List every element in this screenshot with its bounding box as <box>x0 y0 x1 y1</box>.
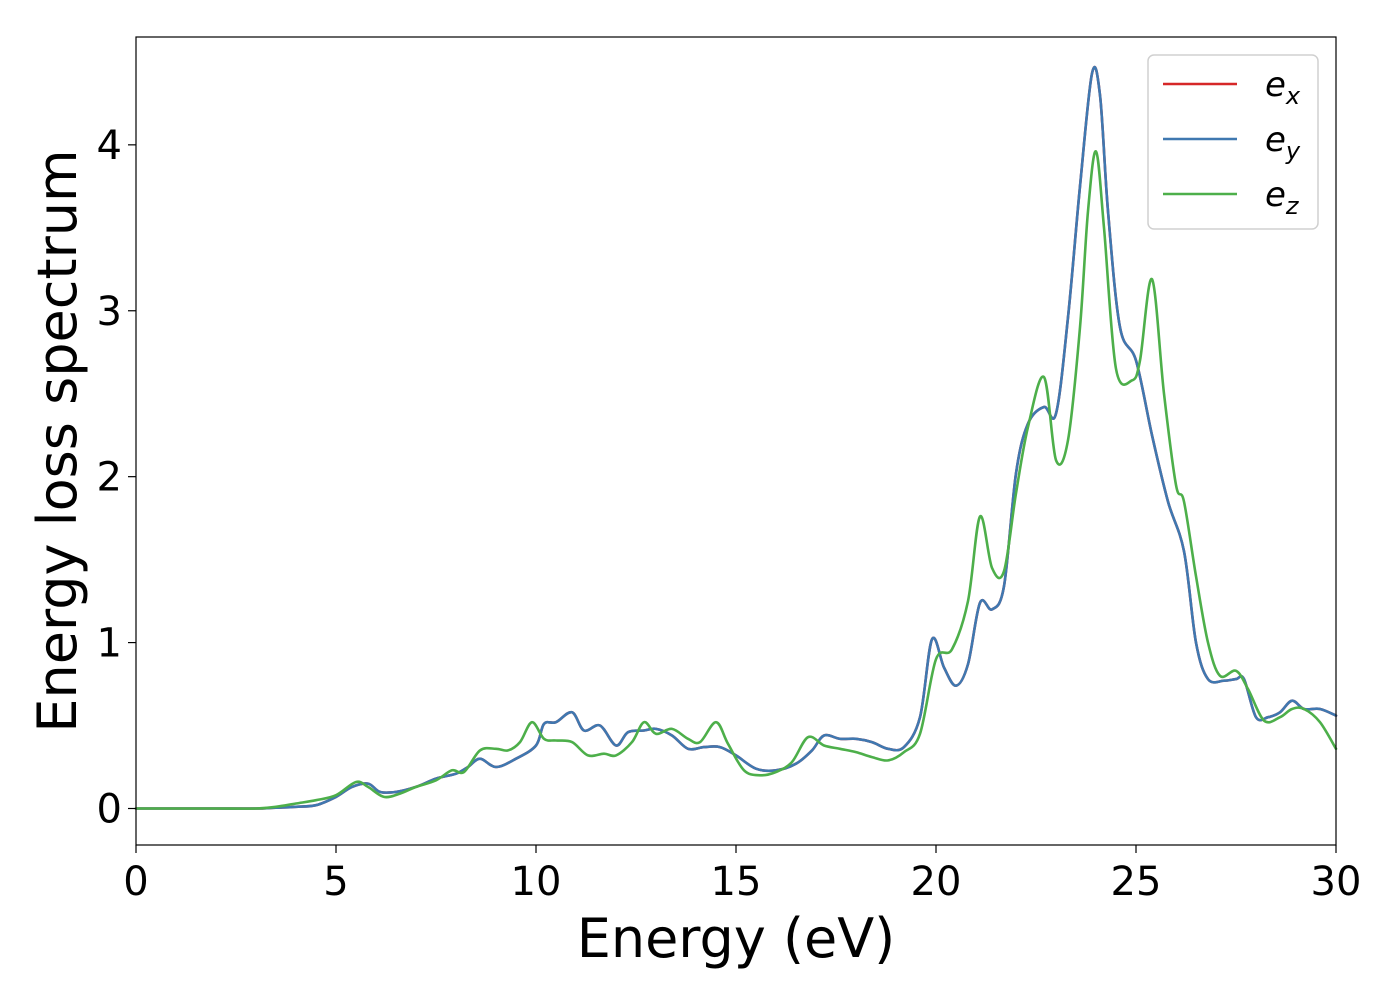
x-tick-label: 5 <box>323 859 348 905</box>
x-tick-label: 10 <box>511 859 562 905</box>
series-lines <box>134 65 1338 810</box>
y-tick-label: 0 <box>97 786 122 832</box>
y-tick-label: 3 <box>97 289 122 335</box>
legend-label-e-z: ez <box>1265 175 1300 220</box>
y-axis-ticks: 0 1 2 3 4 <box>97 123 136 832</box>
x-tick-label: 20 <box>911 859 962 905</box>
x-axis-label: Energy (eV) <box>577 907 896 970</box>
y-tick-label: 4 <box>97 123 122 169</box>
series-line-e-z <box>134 150 1338 810</box>
y-tick-label: 2 <box>97 455 122 501</box>
x-tick-label: 25 <box>1111 859 1162 905</box>
x-axis-ticks: 0 5 10 15 20 25 30 <box>123 845 1361 905</box>
x-tick-label: 30 <box>1311 859 1362 905</box>
y-axis-label: Energy loss spectrum <box>26 149 89 732</box>
legend-label-e-x: ex <box>1265 65 1301 110</box>
legend: ex ey ez <box>1147 54 1319 230</box>
y-tick-label: 1 <box>97 621 122 667</box>
x-tick-label: 0 <box>123 859 148 905</box>
legend-label-e-y: ey <box>1265 120 1301 165</box>
x-tick-label: 15 <box>711 859 762 905</box>
legend-box <box>1147 54 1319 230</box>
